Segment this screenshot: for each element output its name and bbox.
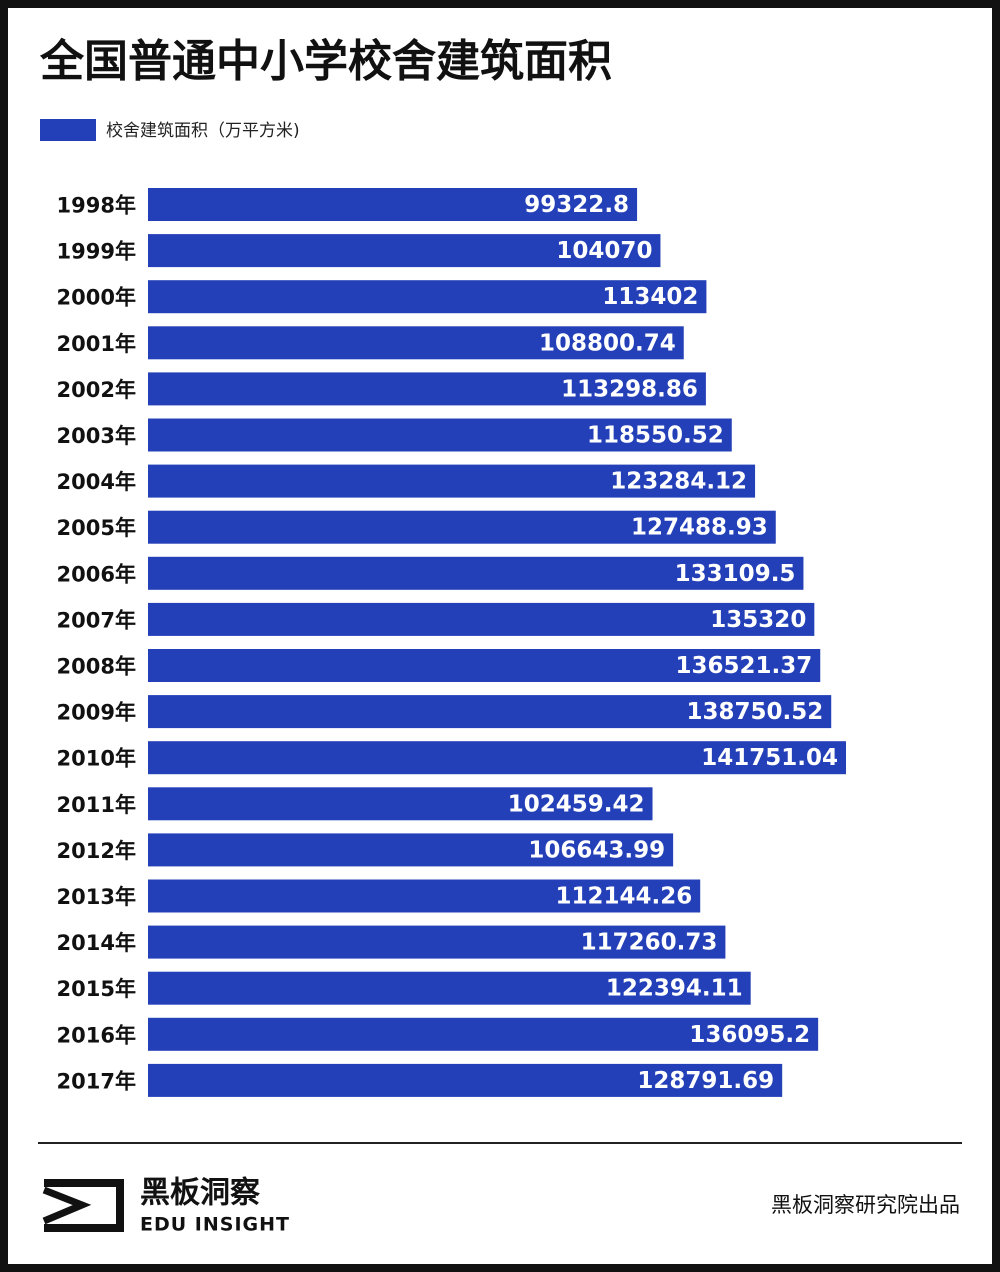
logo-icon — [42, 1179, 124, 1232]
bar — [148, 234, 661, 268]
value-label: 128791.69 — [637, 1068, 774, 1094]
bar — [148, 741, 846, 775]
bar — [148, 695, 832, 729]
y-tick-label: 2017年 — [57, 1069, 136, 1093]
bar — [148, 925, 726, 959]
y-tick-label: 2016年 — [57, 1023, 136, 1047]
y-tick-label: 2006年 — [57, 562, 136, 586]
y-tick-label: 1999年 — [57, 240, 136, 264]
value-label: 117260.73 — [581, 930, 718, 956]
y-tick-label: 2015年 — [57, 977, 136, 1001]
y-tick-label: 2014年 — [57, 931, 136, 955]
value-label: 138750.52 — [686, 699, 823, 725]
y-tick-label: 2011年 — [57, 793, 136, 817]
y-tick-label: 2003年 — [57, 424, 136, 448]
bar — [148, 1063, 783, 1097]
legend-label: 校舍建筑面积（万平方米) — [106, 121, 300, 141]
bar — [148, 1017, 819, 1051]
value-label: 108800.74 — [539, 330, 676, 356]
value-label: 113298.86 — [561, 376, 698, 402]
y-tick-label: 2000年 — [57, 286, 136, 310]
value-label: 104070 — [556, 238, 652, 264]
value-label: 122394.11 — [606, 976, 743, 1002]
value-label: 127488.93 — [631, 515, 768, 541]
brand-en: EDU INSIGHT — [140, 1214, 290, 1236]
value-label: 106643.99 — [528, 837, 665, 863]
bar — [148, 418, 732, 452]
value-label: 113402 — [602, 284, 698, 310]
y-tick-label: 2009年 — [57, 701, 136, 725]
y-tick-label: 2002年 — [57, 378, 136, 402]
chart-title: 全国普通中小学校舍建筑面积 — [39, 36, 612, 87]
bar — [148, 326, 684, 360]
y-tick-label: 2010年 — [57, 747, 136, 771]
value-label: 141751.04 — [701, 745, 838, 771]
y-tick-label: 2007年 — [57, 608, 136, 632]
value-label: 102459.42 — [508, 791, 645, 817]
credit: 黑板洞察研究院出品 — [771, 1193, 960, 1217]
y-tick-label: 2005年 — [57, 516, 136, 540]
bar — [148, 556, 804, 590]
y-tick-label: 2001年 — [57, 332, 136, 356]
bar — [148, 971, 751, 1005]
y-tick-label: 2013年 — [57, 885, 136, 909]
value-label: 133109.5 — [675, 561, 796, 587]
y-tick-label: 2004年 — [57, 470, 136, 494]
bar — [148, 464, 756, 498]
bar — [148, 833, 674, 867]
value-label: 136521.37 — [675, 653, 812, 679]
value-label: 135320 — [710, 607, 806, 633]
legend-swatch — [40, 119, 96, 141]
bar — [148, 787, 653, 821]
bar — [148, 372, 706, 406]
brand: 黑板洞察 — [140, 1176, 261, 1211]
value-label: 118550.52 — [587, 423, 724, 449]
bar — [148, 649, 821, 682]
bar — [148, 280, 707, 314]
bar — [148, 602, 815, 636]
value-label: 112144.26 — [555, 884, 692, 910]
value-label: 123284.12 — [610, 469, 747, 495]
y-tick-label: 2012年 — [57, 839, 136, 863]
bar — [148, 188, 638, 221]
y-tick-label: 1998年 — [57, 194, 136, 218]
bar — [148, 510, 776, 544]
value-label: 99322.8 — [524, 192, 629, 218]
value-label: 136095.2 — [689, 1022, 810, 1048]
bar — [148, 879, 701, 913]
y-tick-label: 2008年 — [57, 655, 136, 679]
